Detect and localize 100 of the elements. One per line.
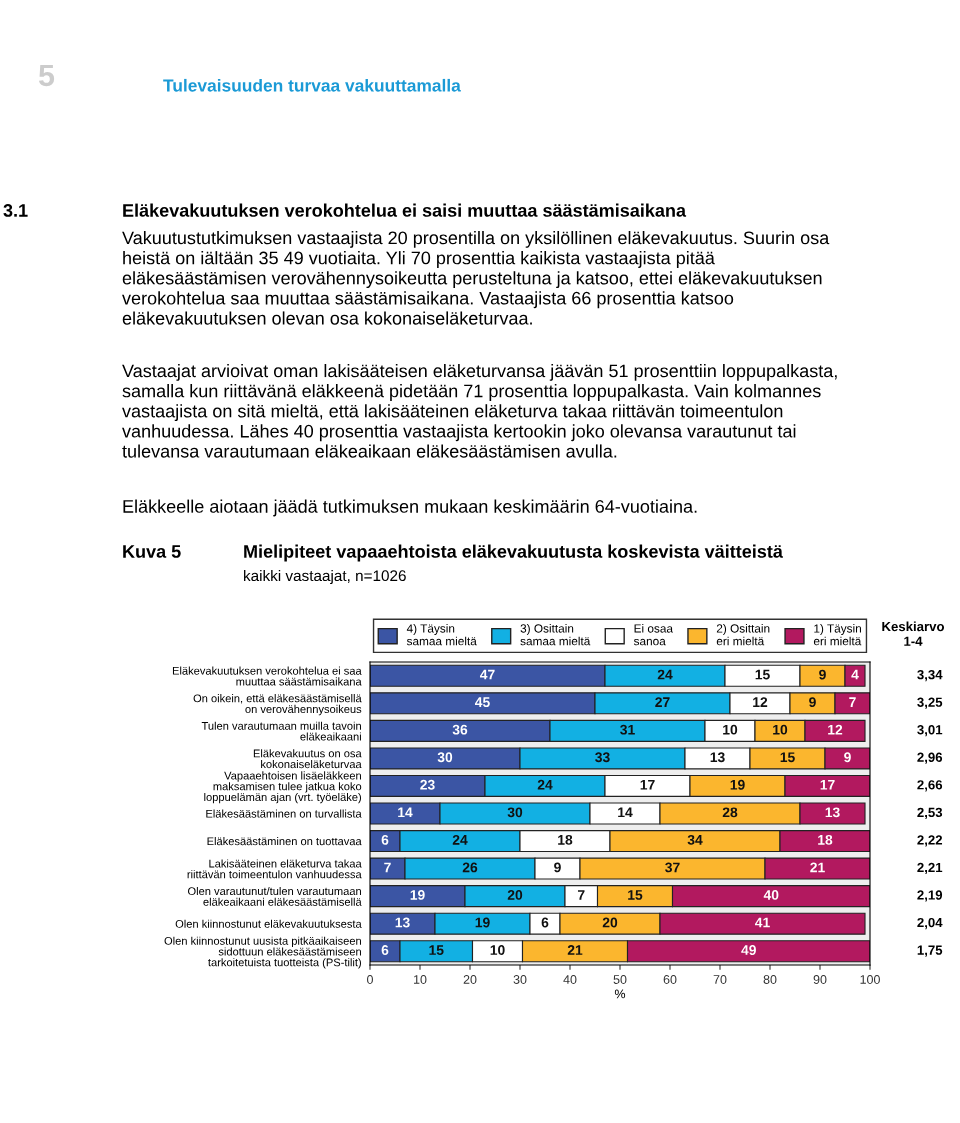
chart-title: Mielipiteet vapaaehtoista eläkevakuutusta koskevista väitteistä: [244, 544, 783, 562]
text: 2,21: [917, 862, 943, 875]
y-tick-label: Eläkesäästäminen on tuottavaa: [207, 837, 362, 846]
data-label: 7: [384, 862, 391, 873]
text: 2,04: [917, 917, 943, 930]
data-label: 23: [420, 779, 435, 790]
y-tick-label: Tulen varautumaan muilla tavoin eläkeaikaani: [201, 721, 361, 741]
data-label: 31: [620, 724, 635, 735]
data-label: 10: [490, 945, 505, 955]
y-tick-label: Eläkevakuutus on osa kokonaiseläketurvaa: [253, 749, 362, 769]
data-label: 15: [628, 890, 643, 900]
text: 3,01: [917, 725, 943, 737]
y-tick-label: Olen varautunut/tulen varautumaan eläkeaikaani eläkesäästämisellä: [188, 886, 362, 906]
legend-label: 2) Osittain eri mieltä: [716, 623, 770, 646]
data-label: 10: [773, 724, 788, 735]
x-tick-label: 100: [860, 975, 880, 984]
data-label: 30: [437, 752, 453, 763]
data-label: 13: [825, 807, 840, 818]
text: 1,75: [917, 945, 943, 957]
text: 2,66: [917, 780, 943, 792]
x-tick-label: 40: [563, 975, 577, 984]
x-tick-label: 20: [463, 975, 477, 984]
text: 2,53: [917, 807, 943, 819]
data-label: 21: [567, 945, 583, 955]
data-label: 24: [452, 834, 468, 845]
data-label: 9: [844, 752, 851, 763]
data-label: 18: [818, 834, 833, 845]
text: Eläkevakuutuksen verokohtelua ei saisi muuttaa säästämisaikana: [123, 203, 687, 217]
y-tick-label: Vapaaehtoisen lisäeläkkeen maksamisen tulee jatkua koko loppuelämän ajan (vrt. työeläke): [204, 771, 362, 804]
data-label: 19: [475, 917, 490, 928]
x-tick-label: 50: [613, 975, 627, 984]
legend-label: Ei osaa sanoa: [633, 623, 673, 646]
data-label: 36: [452, 724, 468, 735]
x-axis-title: %: [614, 989, 626, 999]
x-tick-label: 70: [713, 975, 727, 984]
data-label: 20: [602, 917, 618, 928]
y-tick-label: On oikein, että eläkesäästämisellä on verovähennysoikeus: [193, 694, 362, 716]
data-label: 20: [507, 890, 523, 900]
data-label: 21: [810, 862, 825, 873]
data-label: 14: [618, 807, 633, 818]
text: Keskiarvo 1-4: [882, 621, 945, 646]
text: 3.1: [3, 204, 28, 217]
data-label: 19: [410, 890, 425, 900]
legend-label: 3) Osittain samaa mieltä: [520, 623, 591, 646]
data-label: 30: [507, 807, 523, 818]
y-tick-label: Eläkevakuutuksen verokohtelua ei saa muuttaa säästämisaikana: [172, 666, 362, 686]
text: Vakuutustutkimuksen vastaajista 20 prosentilla on yksilöllinen eläkevakuutus. Suurin osa heistä on iältään 35 49 vuotiaita. Yli 70 prosenttia kaikista vastaajista pitää eläkesäästämisen verovähennysoikeutta perusteltuna ja katsoo, ettei eläkevakuutuksen verokohtelua saa muuttaa säästämisaikana. Vastaajista 66 prosenttia katsoo eläkevakuutuksen olevan osa kokonaiseläketurvaa.: [122, 231, 830, 325]
text: 2,22: [917, 835, 943, 847]
x-tick-label: 0: [367, 975, 373, 984]
data-label: 47: [479, 669, 495, 680]
text: 2,96: [917, 752, 943, 764]
data-label: 9: [819, 669, 826, 680]
data-label: 9: [554, 862, 561, 873]
data-label: 7: [849, 697, 856, 707]
data-label: 7: [577, 890, 585, 900]
x-tick-label: 60: [663, 975, 677, 984]
data-label: 26: [462, 862, 478, 873]
data-label: 41: [754, 917, 770, 928]
data-label: 28: [722, 807, 738, 818]
data-label: 17: [820, 779, 835, 790]
x-tick-label: 30: [513, 975, 527, 984]
data-label: 6: [381, 945, 389, 955]
data-label: 17: [640, 779, 655, 790]
data-label: 6: [381, 834, 389, 845]
y-tick-label: Eläkesäästäminen on turvallista: [206, 809, 362, 818]
text: Tulevaisuuden turvaa vakuuttamalla: [163, 78, 461, 92]
data-label: 37: [665, 862, 680, 873]
y-tick-label: Olen kiinnostunut eläkevakuutuksesta: [175, 919, 362, 928]
data-label: 45: [474, 697, 490, 708]
data-label: 18: [558, 834, 573, 845]
data-label: 49: [741, 945, 756, 955]
data-label: 14: [398, 807, 413, 818]
legend-label: 4) Täysin samaa mieltä: [406, 623, 477, 646]
x-tick-label: 80: [763, 975, 777, 984]
x-tick-label: 10: [414, 975, 427, 984]
data-label: 24: [537, 779, 553, 790]
text: 2,19: [917, 890, 943, 902]
data-label: 19: [730, 779, 745, 790]
data-label: 13: [710, 752, 725, 763]
x-tick-label: 90: [813, 975, 827, 984]
data-label: 15: [755, 669, 770, 680]
legend-label: 1) Täysin eri mieltä: [813, 623, 862, 646]
chart-subtitle: kaikki vastaajat, n=1026: [244, 569, 406, 585]
text: Kuva 5: [123, 545, 181, 558]
data-label: 6: [541, 917, 549, 928]
data-label: 27: [655, 697, 670, 707]
text: 3,25: [917, 697, 943, 709]
data-label: 33: [595, 752, 610, 763]
data-label: 15: [429, 945, 444, 955]
data-label: 12: [753, 697, 768, 707]
data-label: 40: [763, 890, 779, 900]
text: Eläkkeelle aiotaan jäädä tutkimuksen mukaan keskimäärin 64-vuotiaina.: [123, 499, 697, 517]
data-label: 15: [780, 752, 795, 763]
y-tick-label: Olen kiinnostunut uusista pitkäaikaiseen sidottuun eläkesäästämiseen tarkoitetuista tuotteista (PS-tilit): [164, 936, 361, 969]
data-label: 4: [851, 669, 859, 680]
data-label: 10: [723, 724, 738, 735]
data-label: 34: [687, 834, 703, 845]
data-label: 24: [657, 669, 673, 680]
y-tick-label: Lakisääteinen eläketurva takaa riittävän toimeentulon vanhuudessa: [187, 859, 362, 879]
data-label: 9: [809, 697, 816, 708]
